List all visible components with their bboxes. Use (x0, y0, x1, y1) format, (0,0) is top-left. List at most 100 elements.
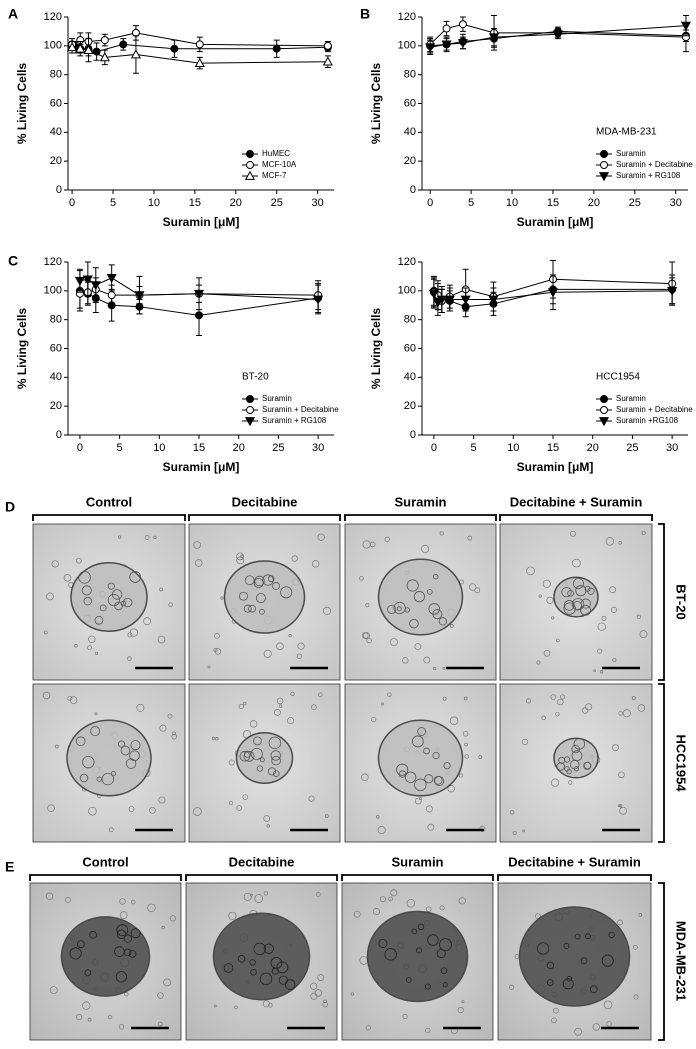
y-tick-label: 120 (398, 11, 416, 23)
cell (47, 804, 55, 813)
cell (76, 940, 85, 949)
cell (123, 934, 132, 943)
marker (322, 56, 333, 66)
cell (583, 761, 592, 770)
chart: 0 20 40 60 80 100 120 0 5 10 15 20 25 30 Suramin [μM]%… (369, 256, 693, 474)
bracket (188, 514, 341, 521)
cell (574, 1027, 582, 1036)
panel-label: E (5, 859, 14, 875)
cell (87, 1017, 92, 1022)
legend-marker (600, 406, 608, 414)
cell (425, 805, 433, 813)
x-tick-label: 15 (193, 442, 205, 454)
spheroid (518, 906, 631, 1007)
cell (297, 642, 305, 650)
cell (612, 744, 619, 752)
cell (253, 736, 262, 746)
cell (276, 642, 284, 651)
cell (296, 653, 302, 659)
cell (157, 635, 166, 644)
cell (433, 574, 439, 580)
cell (74, 644, 78, 648)
cell (449, 624, 454, 628)
cell (474, 587, 481, 594)
marker (441, 40, 452, 50)
y-axis-label: % Living Cells (369, 308, 383, 390)
cell (411, 928, 418, 935)
spheroid (553, 737, 599, 779)
cell (96, 776, 102, 782)
cell (580, 605, 591, 616)
marker (444, 295, 455, 305)
x-tick-label: 15 (547, 442, 559, 454)
cell (108, 827, 114, 833)
cell (362, 632, 369, 639)
cell (171, 733, 177, 740)
cell (461, 1000, 465, 1004)
cell (463, 696, 468, 701)
cell (266, 824, 270, 828)
marker (442, 24, 451, 33)
cell (159, 724, 167, 732)
cell (413, 591, 425, 603)
cell (639, 630, 648, 639)
cell (168, 602, 173, 607)
bracket (658, 882, 665, 1041)
cell (69, 696, 78, 705)
column-header: Suramin (391, 854, 443, 869)
x-tick-label: 30 (312, 197, 324, 209)
cell (425, 1027, 431, 1034)
cell (263, 891, 269, 896)
cell (464, 754, 469, 759)
marker (195, 311, 204, 320)
cell (287, 717, 295, 725)
cell (288, 634, 292, 638)
cell (398, 770, 407, 778)
cell (389, 638, 398, 647)
x-tick-label: 5 (468, 197, 474, 209)
cell (447, 785, 455, 793)
cell (427, 589, 433, 595)
cell (82, 755, 95, 769)
cell (563, 600, 575, 611)
cell (449, 716, 459, 726)
cell (377, 826, 386, 835)
legend-marker (246, 161, 254, 169)
cell (242, 794, 248, 800)
legend-label: Suramin + Decitabine (262, 405, 339, 414)
cell (259, 972, 273, 986)
cell (512, 830, 517, 835)
cell (242, 701, 247, 706)
cell (323, 999, 327, 1004)
x-tick-label: 30 (666, 442, 678, 454)
cell (464, 742, 468, 747)
column-header: Control (82, 854, 128, 869)
cell (404, 607, 410, 613)
cell (310, 992, 318, 1000)
annotation: MDA-MB-231 (596, 127, 657, 138)
cell (619, 806, 628, 815)
cell (158, 1021, 163, 1027)
cell (268, 1003, 273, 1008)
bracket (341, 874, 494, 881)
micrograph (188, 523, 341, 681)
cell (371, 716, 377, 723)
marker (107, 291, 116, 300)
marker (313, 295, 324, 305)
x-tick-label: 20 (230, 197, 242, 209)
cell (619, 804, 623, 808)
cell (572, 558, 581, 568)
cell (84, 969, 92, 977)
cell (79, 773, 89, 783)
y-tick-label: 80 (50, 314, 62, 326)
x-tick-label: 30 (312, 442, 324, 454)
cell (249, 959, 256, 966)
cell (402, 1013, 408, 1020)
x-tick-label: 20 (587, 442, 599, 454)
cell (317, 533, 325, 541)
micrograph (188, 683, 341, 843)
cell (322, 606, 332, 615)
x-tick-label: 15 (547, 197, 559, 209)
cell (193, 807, 202, 816)
legend-marker (600, 395, 608, 403)
